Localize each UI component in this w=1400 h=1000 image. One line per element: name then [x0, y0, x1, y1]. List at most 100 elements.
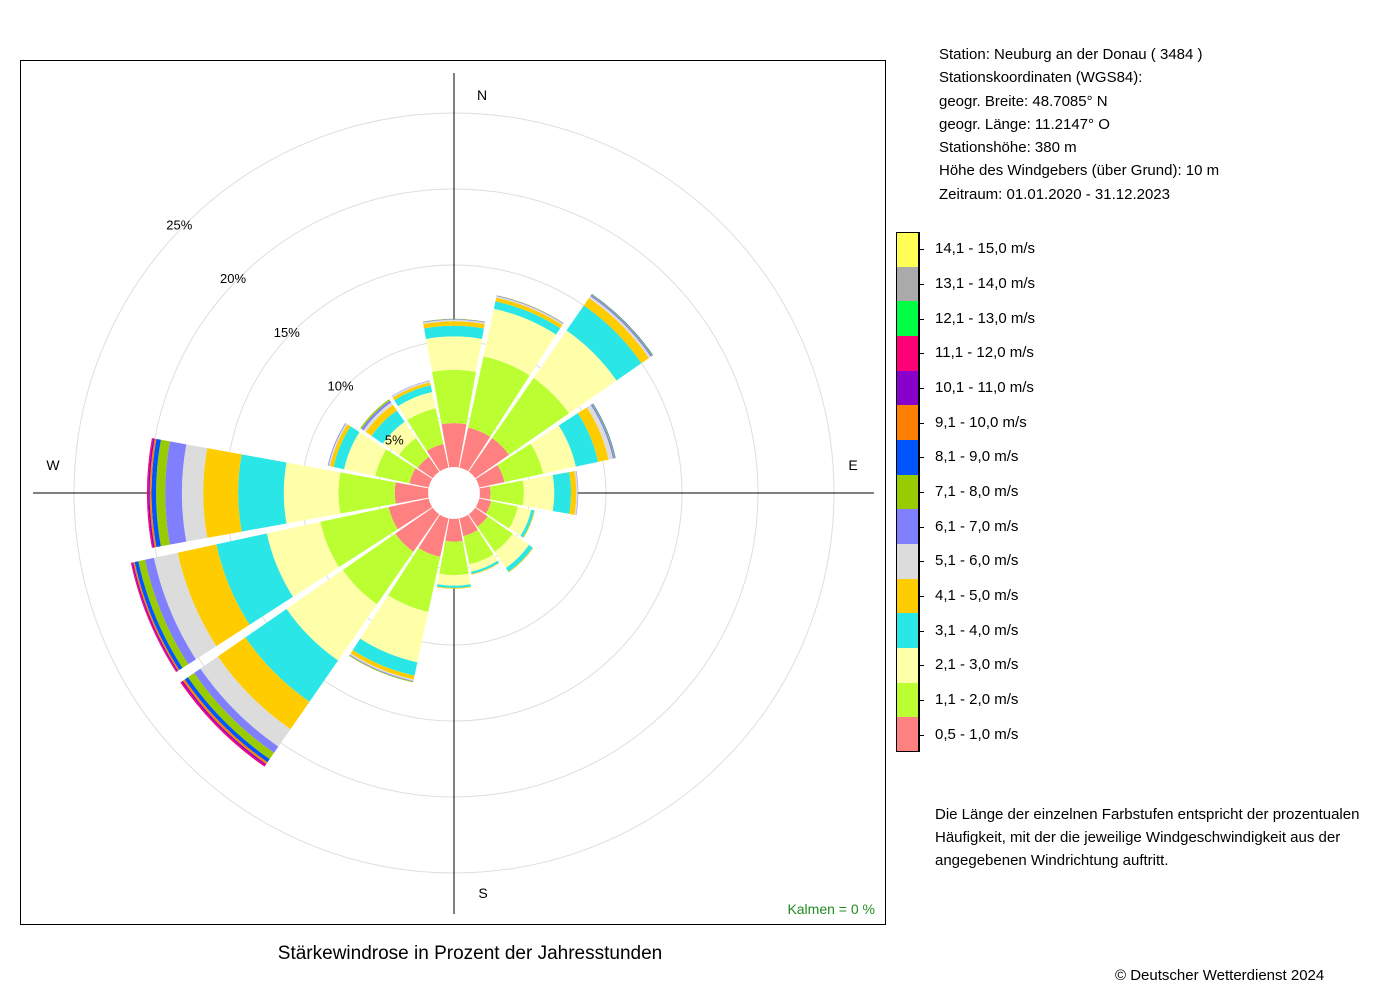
- rose-segment-WSW-3: [216, 533, 294, 625]
- rose-segment-N-7: [422, 318, 486, 322]
- anemometer-height: Höhe des Windgebers (über Grund): 10 m: [939, 162, 1220, 179]
- rose-segment-S-3: [437, 584, 471, 589]
- rose-segment-NW-4: [365, 404, 397, 436]
- rose-segment-SW-8: [184, 677, 270, 763]
- wind-rose-plot: 5% 10% 15% 20% 25% N E S W Kalmen = 0 %: [20, 60, 886, 925]
- rose-segment-ENE-3: [558, 413, 599, 467]
- note-line: Die Länge der einzelnen Farbstufen entsp…: [935, 806, 1360, 823]
- rose-segment-WNW-2: [344, 432, 387, 476]
- rose-segment-NE-4: [583, 298, 649, 364]
- rose-segment-SW-3: [245, 608, 339, 702]
- rose-segment-SSW-2: [360, 595, 429, 663]
- legend-tick: [919, 665, 924, 667]
- rose-segment-N-0: [441, 423, 467, 468]
- calm-label: Kalmen = 0 %: [787, 901, 875, 917]
- rose-segment-NE-2: [533, 330, 617, 414]
- rose-segment-ESE-4: [522, 510, 535, 538]
- legend-swatch: [896, 232, 919, 267]
- rose-segment-NNW-3: [394, 385, 433, 407]
- legend-tick: [919, 596, 924, 597]
- rose-segment-SW-1: [342, 533, 414, 605]
- rose-segment-ENE-4: [577, 407, 609, 462]
- rose-segment-SSE-4: [471, 562, 500, 575]
- rose-segment-WSW-6: [144, 557, 196, 665]
- legend-label: 1,1 - 2,0 m/s: [935, 691, 1019, 708]
- rose-segment-NW-3: [371, 410, 405, 444]
- rose-segment-SW-7: [187, 672, 275, 760]
- legend-tick: [919, 734, 924, 736]
- rose-segment-NW-2: [382, 421, 416, 455]
- rose-segment-E-2: [522, 475, 555, 511]
- rose-segment-WSW-5: [153, 552, 217, 660]
- rose-segment-NNW-0: [426, 443, 449, 472]
- legend-label: 11,1 - 12,0 m/s: [935, 344, 1034, 362]
- rose-segment-NE-3: [566, 305, 642, 381]
- rose-segment-N-4: [423, 321, 485, 329]
- rose-segment-ESE-1: [485, 501, 518, 529]
- legend-swatch: [896, 440, 919, 475]
- rose-segment-SSW-4: [350, 650, 415, 680]
- rose-segment-ENE-6: [590, 404, 615, 459]
- rose-segment-W-11: [146, 438, 154, 548]
- rose-segment-SW-2: [286, 570, 377, 661]
- rose-segment-E-5: [574, 470, 578, 516]
- rose-segment-NNE-3: [493, 301, 561, 335]
- rose-segment-ESE-0: [475, 498, 492, 514]
- compass-label-S: S: [478, 885, 487, 901]
- legend-tick: [919, 700, 924, 701]
- legend-tick: [919, 561, 924, 563]
- ring-label: 5%: [385, 432, 404, 447]
- rose-segment-SSW-3: [352, 638, 418, 676]
- rose-segment-SW-0: [395, 507, 440, 552]
- legend-label: 3,1 - 4,0 m/s: [935, 621, 1019, 639]
- legend-swatch: [896, 682, 919, 718]
- compass-label-N: N: [477, 87, 487, 103]
- rose-segment-NNE-4: [495, 297, 563, 329]
- rose-segment-S-0: [445, 518, 463, 542]
- rose-segment-SW-6: [194, 668, 279, 753]
- rose-segment-NNE-5: [496, 296, 564, 325]
- rose-segment-SW-5: [200, 656, 291, 747]
- rose-segment-W-0: [394, 482, 429, 504]
- station-longitude: geogr. Länge: 11.2147° O: [939, 116, 1110, 133]
- rose-segment-WSW-7: [138, 559, 189, 668]
- legend-swatch: [896, 509, 919, 544]
- legend-tick: [919, 388, 924, 389]
- legend-label: 14,1 - 15,0 m/s: [935, 240, 1036, 258]
- note-line: angegebenen Windrichtung auftritt.: [935, 852, 1169, 869]
- legend-swatch: [896, 578, 919, 614]
- rose-segment-W-2: [283, 462, 341, 524]
- legend-label: 9,1 - 10,0 m/s: [935, 413, 1027, 431]
- rose-segment-NNW-4: [392, 382, 431, 401]
- legend-tick: [919, 630, 924, 632]
- rose-segment-E-6: [575, 470, 579, 516]
- legend-tick: [919, 284, 924, 285]
- rose-segment-WNW-1: [375, 449, 416, 484]
- rose-segment-N-6: [422, 319, 486, 323]
- time-period: Zeitraum: 01.01.2020 - 31.12.2023: [939, 186, 1170, 203]
- rose-segment-SE-3: [505, 544, 533, 572]
- legend-label: 6,1 - 7,0 m/s: [935, 517, 1019, 535]
- rose-segment-WSW-1: [320, 507, 398, 568]
- rose-segment-NNW-5: [391, 380, 431, 398]
- legend-tick: [919, 249, 924, 251]
- compass-label-E: E: [848, 457, 857, 473]
- rose-segment-NW-0: [417, 456, 440, 479]
- legend-label: 8,1 - 9,0 m/s: [935, 448, 1019, 466]
- rose-segment-E-3: [552, 472, 572, 514]
- rose-segment-N-3: [424, 325, 484, 339]
- rose-segment-SSE-3: [471, 560, 499, 574]
- rose-segment-N-1: [431, 369, 477, 425]
- rose-segment-WNW-5: [328, 423, 348, 467]
- rose-segment-SE-1: [477, 516, 513, 552]
- compass-label-W: W: [46, 457, 60, 473]
- legend-tick: [919, 353, 924, 355]
- legend-label: 4,1 - 5,0 m/s: [935, 587, 1019, 604]
- rose-segment-SSW-1: [388, 547, 441, 612]
- rose-segment-NE-1: [492, 378, 569, 455]
- legend-tick: [919, 526, 924, 528]
- rose-segment-NE-5: [588, 296, 651, 359]
- rose-segment-NNW-1: [407, 408, 444, 451]
- rose-segment-WNW-0: [409, 468, 433, 488]
- legend-tick: [919, 422, 924, 424]
